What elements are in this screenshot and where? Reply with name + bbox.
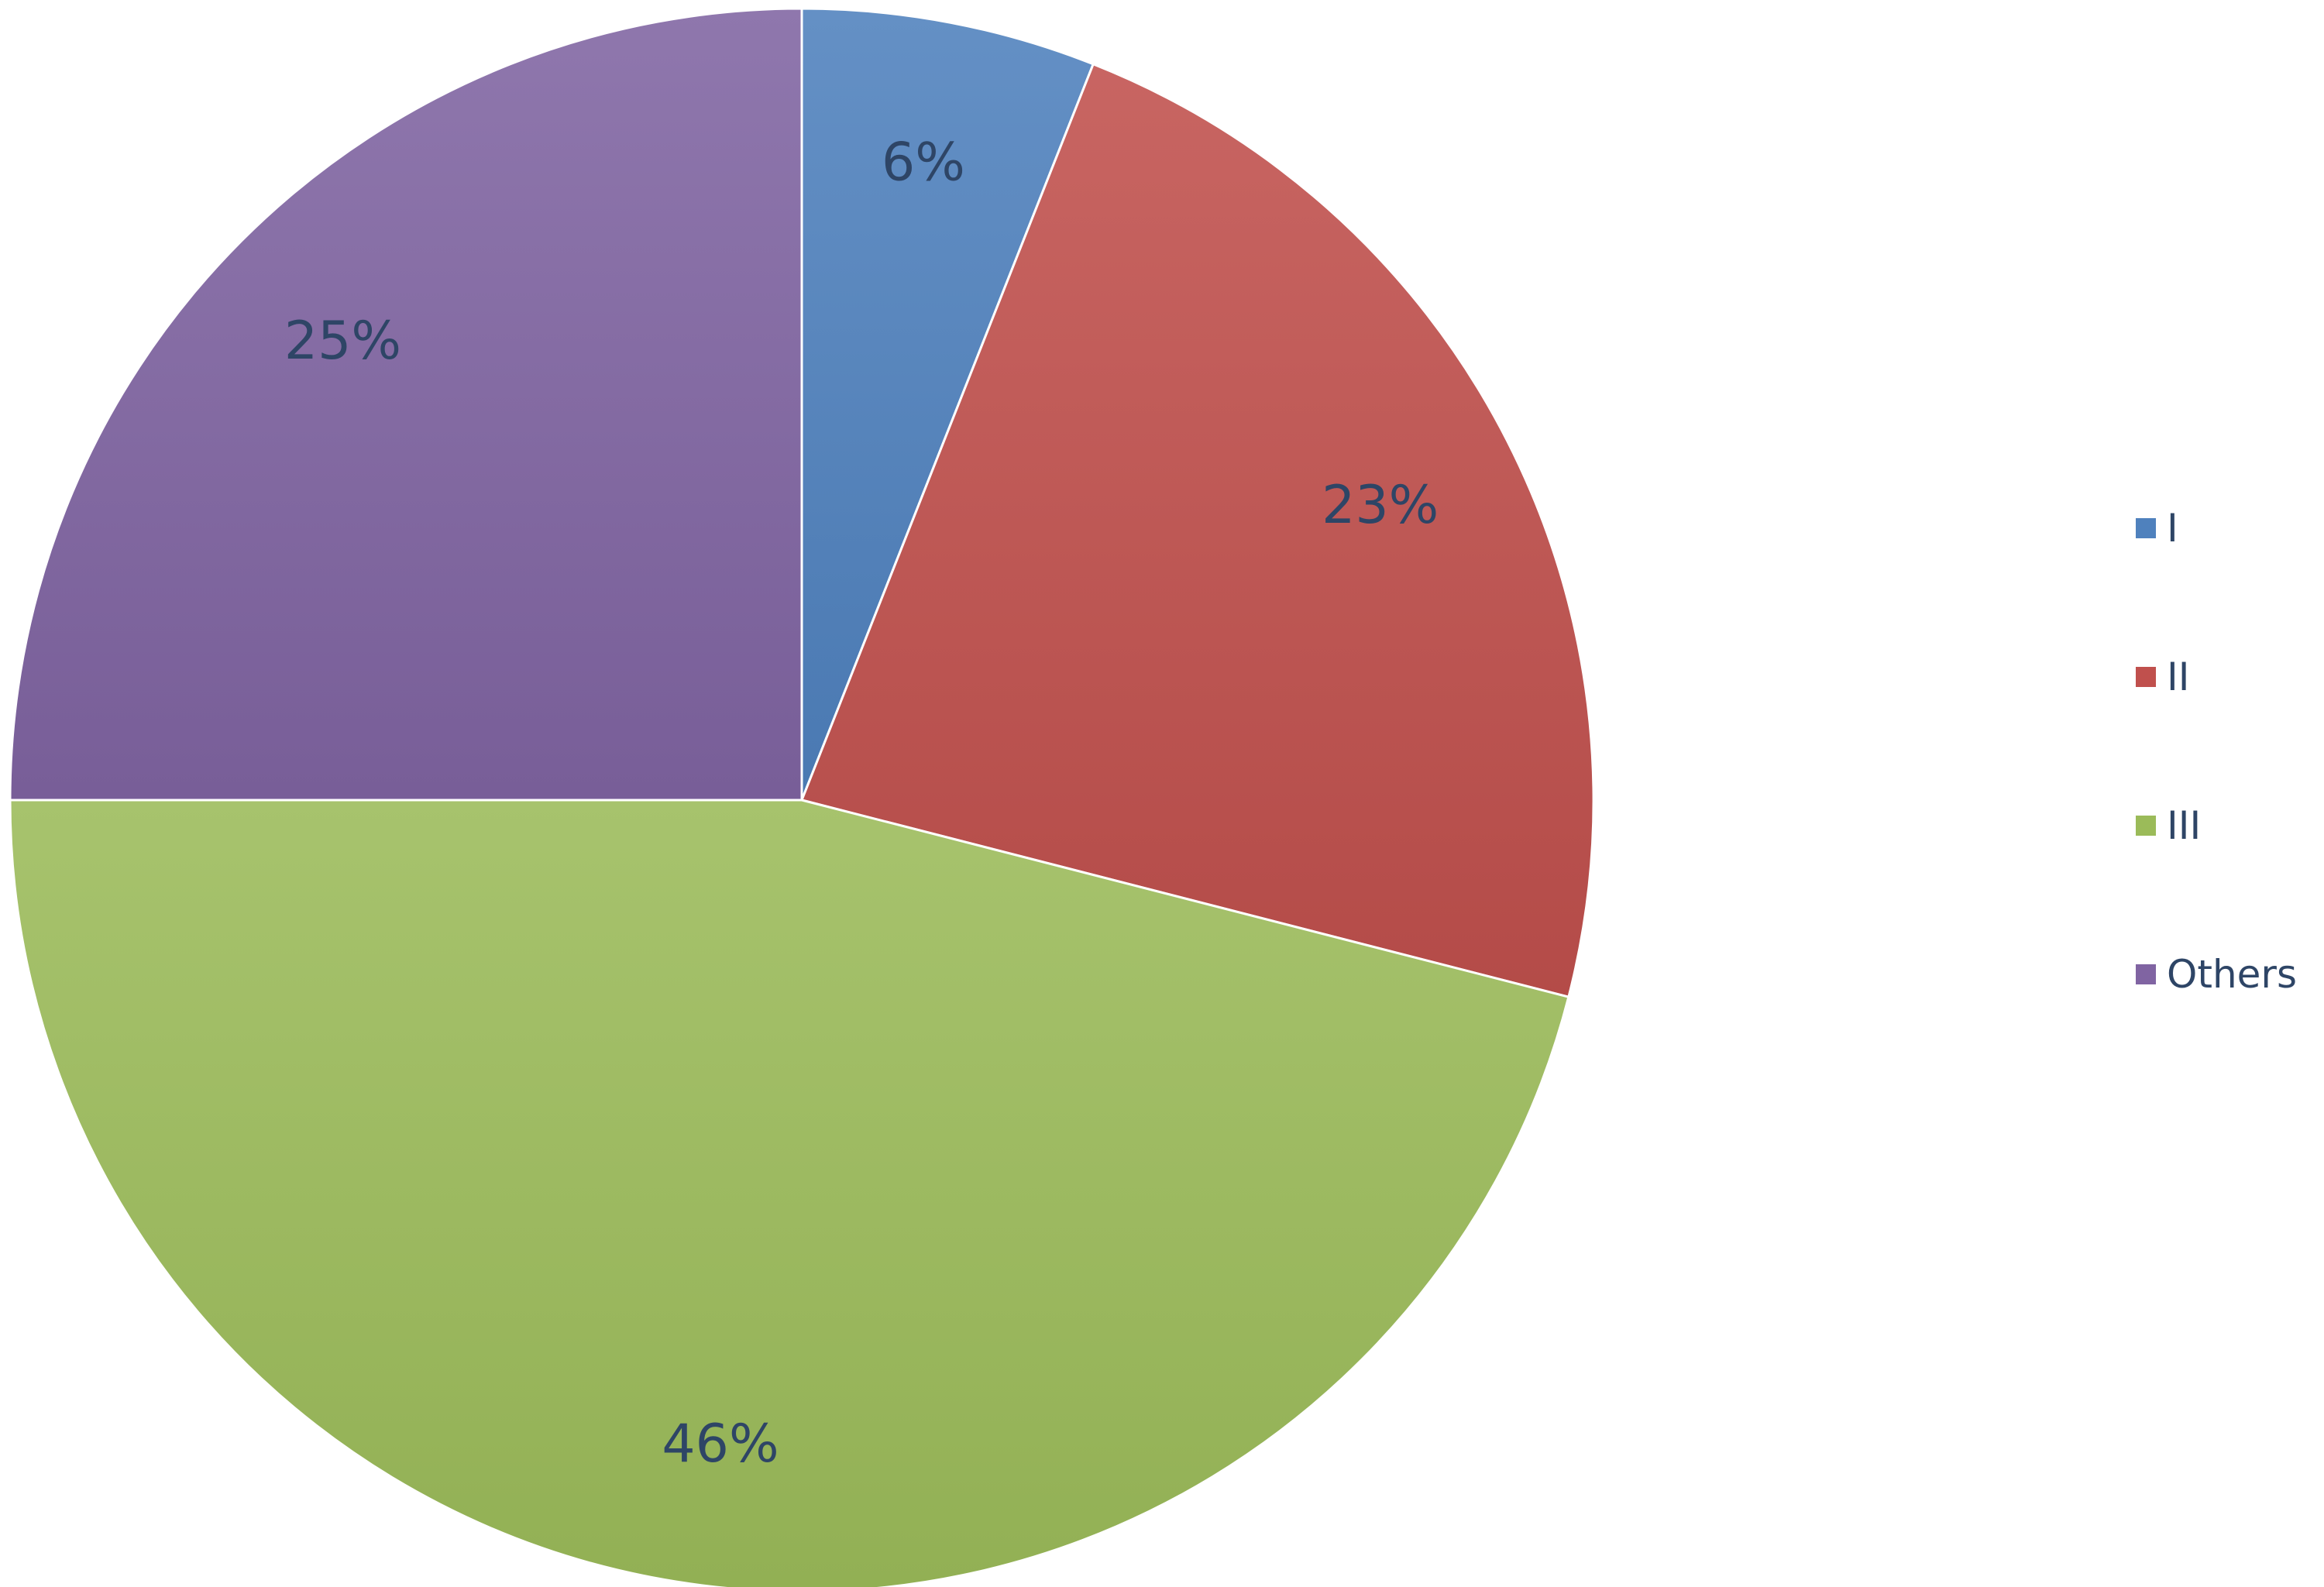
legend-label-others: Others — [2167, 952, 2297, 997]
legend-swatch-i — [2136, 518, 2156, 538]
legend-swatch-ii — [2136, 667, 2156, 687]
pie-slice-others — [9, 7, 803, 802]
legend-label-i: I — [2167, 506, 2178, 551]
data-label-i: 6% — [882, 132, 965, 193]
pie-slices — [9, 7, 1595, 1587]
data-label-iii: 46% — [662, 1414, 779, 1475]
data-label-ii: 23% — [1322, 475, 1439, 536]
legend-label-iii: III — [2167, 803, 2201, 848]
slice-labels: 6% 23% 46% 25% — [284, 132, 1439, 1475]
legend-swatch-iii — [2136, 816, 2156, 836]
data-label-others: 25% — [284, 311, 401, 372]
legend-swatch-others — [2136, 964, 2156, 984]
pie-slice-iii — [9, 799, 1570, 1587]
pie-slice-ii — [799, 62, 1595, 998]
pie-slice-i — [800, 7, 1095, 801]
legend-label-ii: II — [2167, 654, 2190, 699]
